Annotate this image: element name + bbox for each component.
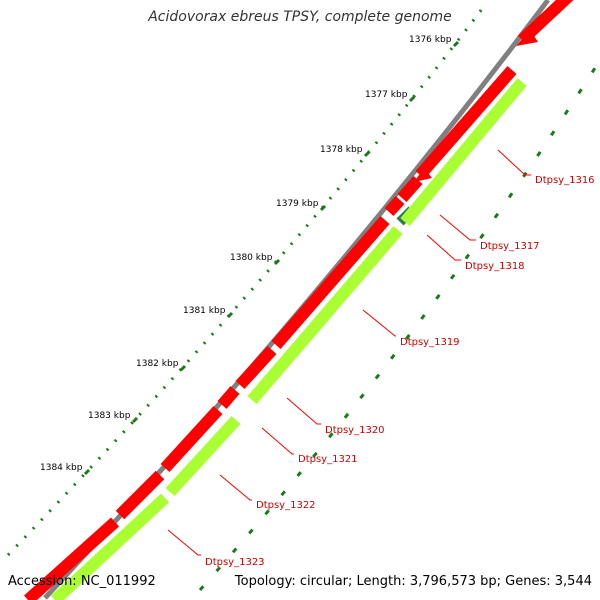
gene-forward: [217, 386, 240, 409]
genome-title: Acidovorax ebreus TPSY, complete genome: [148, 9, 452, 25]
gene-reverse: [50, 493, 170, 600]
kbp-tick: [319, 204, 327, 212]
kbp-tick-label: 1384 kbp: [40, 463, 83, 473]
gene-leader-line: [286, 397, 321, 425]
kbp-tick-label: 1381 kbp: [183, 306, 226, 316]
gene-label[interactable]: Dtpsy_1320: [325, 425, 385, 436]
kbp-tick: [452, 40, 460, 48]
arrowhead: [516, 30, 538, 46]
gene-leader-line: [219, 474, 252, 501]
gene-forward: [160, 405, 223, 473]
gene-label-layer: Dtpsy_1316 Dtpsy_1317 Dtpsy_1318 Dtpsy_1319…: [167, 149, 595, 568]
gene-forward: [415, 66, 517, 179]
kbp-tick: [131, 416, 139, 424]
gene-reverse: [247, 226, 403, 404]
kbp-tick: [408, 95, 416, 103]
gene-reverse: [400, 78, 527, 226]
gene-forward: [23, 517, 120, 600]
gene-label[interactable]: Dtpsy_1317: [480, 241, 540, 252]
kbp-tick: [179, 364, 187, 372]
gene-label[interactable]: Dtpsy_1322: [256, 500, 316, 511]
kbp-tick-label: 1383 kbp: [88, 411, 131, 421]
kbp-tick-label: 1377 kbp: [365, 90, 408, 100]
gene-label[interactable]: Dtpsy_1323: [205, 557, 265, 568]
kbp-tick-label: 1380 kbp: [230, 253, 273, 263]
genome-summary-text: Topology: circular; Length: 3,796,573 bp…: [234, 574, 592, 589]
gene-forward: [397, 176, 423, 202]
gene-label[interactable]: Dtpsy_1321: [298, 454, 358, 465]
gene-label[interactable]: Dtpsy_1316: [535, 175, 595, 186]
kbp-tick: [273, 258, 281, 266]
gene-label[interactable]: Dtpsy_1318: [465, 261, 525, 272]
gene-forward: [384, 195, 405, 217]
forward-arrowheads: [414, 30, 538, 182]
accession-text: Accession: NC_011992: [8, 574, 156, 589]
gene-forward: [115, 470, 165, 520]
tick-layer: 1376 kbp 1377 kbp 1378 kbp 1379 kbp 1380 kbp…: [40, 35, 460, 476]
gene-leader-line: [426, 234, 461, 261]
kbp-tick-label: 1379 kbp: [276, 199, 319, 209]
gene-forward: [235, 345, 277, 390]
kbp-tick-label: 1376 kbp: [409, 35, 452, 45]
kbp-tick: [226, 311, 234, 319]
gene-leader-line: [261, 427, 294, 455]
arrowhead: [414, 168, 432, 182]
reverse-strand-track: [50, 78, 527, 600]
gene-reverse: [165, 415, 241, 497]
kbp-tick-label: 1378 kbp: [320, 145, 363, 155]
gene-leader-line: [497, 149, 531, 176]
kbp-tick-label: 1382 kbp: [136, 359, 179, 369]
gene-leader-line: [439, 214, 476, 241]
kbp-tick: [83, 468, 91, 476]
gene-label[interactable]: Dtpsy_1319: [400, 337, 460, 348]
gene-forward: [271, 216, 390, 349]
gene-leader-line: [362, 309, 396, 337]
kbp-tick: [363, 150, 371, 158]
gene-leader-line: [167, 529, 201, 556]
